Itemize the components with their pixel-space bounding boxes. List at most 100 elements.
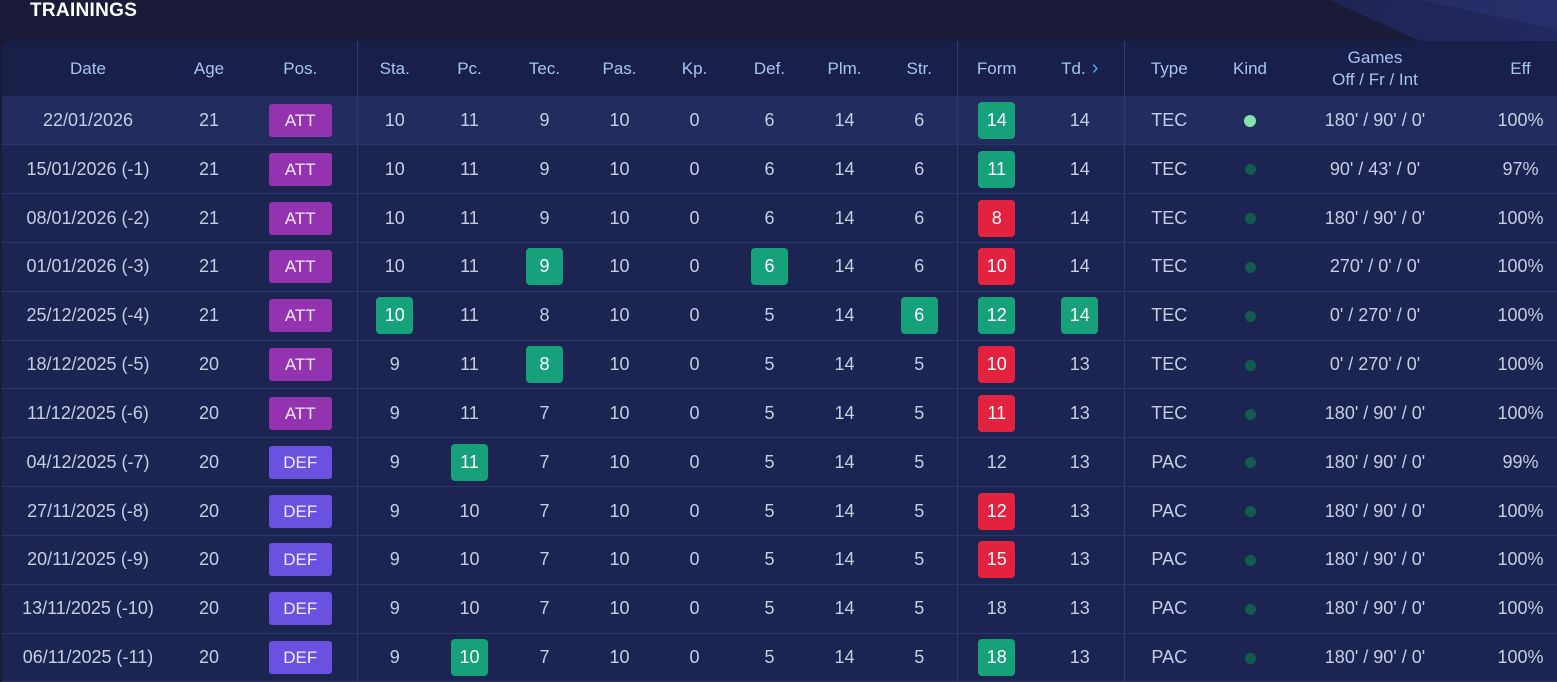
table-row[interactable]: 22/01/2026 21 ATT 10 11 9 10 0 6 14 6 14 14 TEC 180' /… [2, 96, 1557, 145]
header-eff[interactable]: Eff [1510, 58, 1531, 78]
value-tec: 9 [539, 207, 550, 228]
cell-sta: 9 [357, 438, 432, 487]
cell-form: 10 [957, 340, 1036, 389]
value-def: 6 [764, 158, 775, 179]
header-pos[interactable]: Pos. [244, 41, 358, 96]
table-row[interactable]: 06/11/2025 (-11) 20 DEF 9 10 7 10 0 5 14 5 18 13 PAC 1… [2, 633, 1557, 682]
cell-sta: 9 [357, 389, 432, 438]
cell-tec: 9 [507, 242, 582, 291]
table-row[interactable]: 01/01/2026 (-3) 21 ATT 10 11 9 10 0 6 14 6 10 14 TEC 2… [2, 242, 1557, 292]
cell-kind [1214, 584, 1286, 633]
cell-age: 20 [174, 389, 244, 438]
cell-games: 0' / 270' / 0' [1286, 291, 1464, 340]
position-badge: ATT [268, 250, 332, 284]
value-sta: 9 [389, 451, 400, 472]
cell-date: 04/12/2025 (-7) [2, 438, 174, 487]
table-row[interactable]: 08/01/2026 (-2) 21 ATT 10 11 9 10 0 6 14 6 8 14 TEC 18… [2, 193, 1557, 243]
cell-date: 15/01/2026 (-1) [2, 145, 174, 194]
cell-def: 5 [732, 633, 807, 682]
header-age[interactable]: Age [193, 58, 225, 78]
header-form[interactable]: Form [976, 58, 1017, 78]
cell-date: 18/12/2025 (-5) [2, 340, 174, 389]
cell-str: 6 [882, 291, 958, 341]
header-pas[interactable]: Pas. [602, 58, 637, 78]
value-date: 18/12/2025 (-5) [26, 354, 150, 375]
cell-pos: ATT [244, 388, 358, 438]
cell-date: 13/11/2025 (-10) [2, 584, 174, 633]
value-games: 270' / 0' / 0' [1329, 256, 1421, 277]
table-row[interactable]: 20/11/2025 (-9) 20 DEF 9 10 7 10 0 5 14 5 15 13 PAC 18… [2, 535, 1557, 585]
value-def: 5 [764, 354, 775, 375]
cell-pos: ATT [244, 291, 358, 341]
table-row[interactable]: 15/01/2026 (-1) 21 ATT 10 11 9 10 0 6 14 6 11 14 TEC 9… [2, 144, 1557, 194]
header-games-line2: Off / Fr / Int [1332, 69, 1418, 89]
cell-games: 180' / 90' / 0' [1286, 584, 1464, 633]
cell-sta: 9 [357, 535, 432, 584]
value-str: 6 [914, 109, 925, 130]
cell-form: 12 [957, 291, 1036, 340]
value-sta: 9 [389, 647, 400, 668]
value-kp: 0 [689, 354, 700, 375]
cell-pc: 10 [432, 487, 507, 536]
cell-eff: 100% [1464, 633, 1557, 682]
value-eff: 100% [1497, 598, 1544, 619]
header-td[interactable]: Td. › [1036, 41, 1125, 96]
cell-eff: 100% [1464, 96, 1557, 145]
value-tec: 8 [539, 305, 550, 326]
increase-badge: 10 [376, 297, 414, 335]
cell-def: 5 [732, 535, 807, 584]
header-kind[interactable]: Kind [1232, 58, 1268, 78]
header-games[interactable]: Games Off / Fr / Int [1286, 41, 1464, 96]
table-row[interactable]: 27/11/2025 (-8) 20 DEF 9 10 7 10 0 5 14 5 12 13 PAC 18… [2, 486, 1557, 536]
decrease-badge: 10 [978, 248, 1016, 286]
value-def: 5 [764, 305, 775, 326]
value-sta: 9 [389, 402, 400, 423]
table-row[interactable]: 18/12/2025 (-5) 20 ATT 9 11 8 10 0 5 14 5 10 13 TEC 0'… [2, 340, 1557, 389]
value-type: PAC [1151, 500, 1188, 521]
cell-plm: 14 [807, 584, 882, 633]
cell-td: 13 [1036, 388, 1125, 438]
header-tec[interactable]: Tec. [528, 58, 561, 78]
header-type[interactable]: Type [1150, 58, 1188, 78]
cell-pc: 11 [432, 389, 507, 438]
table-row[interactable]: 04/12/2025 (-7) 20 DEF 9 11 7 10 0 5 14 5 12 13 PAC 18… [2, 437, 1557, 487]
table-row[interactable]: 11/12/2025 (-6) 20 ATT 9 11 7 10 0 5 14 5 11 13 TEC 18… [2, 388, 1557, 438]
header-sta[interactable]: Sta. [379, 58, 410, 78]
cell-eff: 97% [1464, 145, 1557, 194]
cell-kind [1214, 340, 1286, 389]
value-type: TEC [1151, 354, 1188, 375]
increase-badge: 11 [978, 150, 1016, 188]
value-def: 5 [764, 500, 775, 521]
cell-date: 06/11/2025 (-11) [2, 633, 174, 682]
header-plm[interactable]: Plm. [827, 58, 862, 78]
value-games: 180' / 90' / 0' [1324, 402, 1426, 423]
value-eff: 100% [1497, 354, 1544, 375]
value-kp: 0 [689, 158, 700, 179]
value-games: 180' / 90' / 0' [1324, 500, 1426, 521]
table-row[interactable]: 13/11/2025 (-10) 20 DEF 9 10 7 10 0 5 14 5 18 13 PAC 1… [2, 584, 1557, 634]
header-def[interactable]: Def. [753, 58, 786, 78]
kind-dot-icon [1244, 310, 1256, 322]
header-kp[interactable]: Kp. [681, 58, 708, 78]
value-str: 5 [914, 598, 925, 619]
value-pas: 10 [609, 598, 630, 619]
header-pc[interactable]: Pc. [457, 58, 482, 78]
cell-type: TEC [1124, 291, 1214, 340]
value-sta: 10 [384, 207, 405, 228]
kind-dot-icon [1244, 164, 1256, 176]
decrease-badge: 10 [978, 346, 1016, 384]
increase-badge: 14 [1061, 297, 1099, 335]
header-str[interactable]: Str. [882, 41, 958, 96]
cell-tec: 7 [507, 389, 582, 438]
cell-type: PAC [1124, 487, 1214, 536]
cell-kind [1214, 389, 1286, 438]
cell-games: 180' / 90' / 0' [1286, 96, 1464, 145]
cell-plm: 14 [807, 194, 882, 243]
table-row[interactable]: 25/12/2025 (-4) 21 ATT 10 11 8 10 0 5 14 6 12 14 TEC 0… [2, 291, 1557, 341]
value-plm: 14 [834, 305, 855, 326]
cell-type: TEC [1124, 389, 1214, 438]
chevron-right-icon[interactable]: › [1091, 57, 1099, 79]
header-date[interactable]: Date [70, 58, 106, 78]
cell-pas: 10 [582, 389, 657, 438]
increase-badge: 11 [451, 443, 488, 481]
